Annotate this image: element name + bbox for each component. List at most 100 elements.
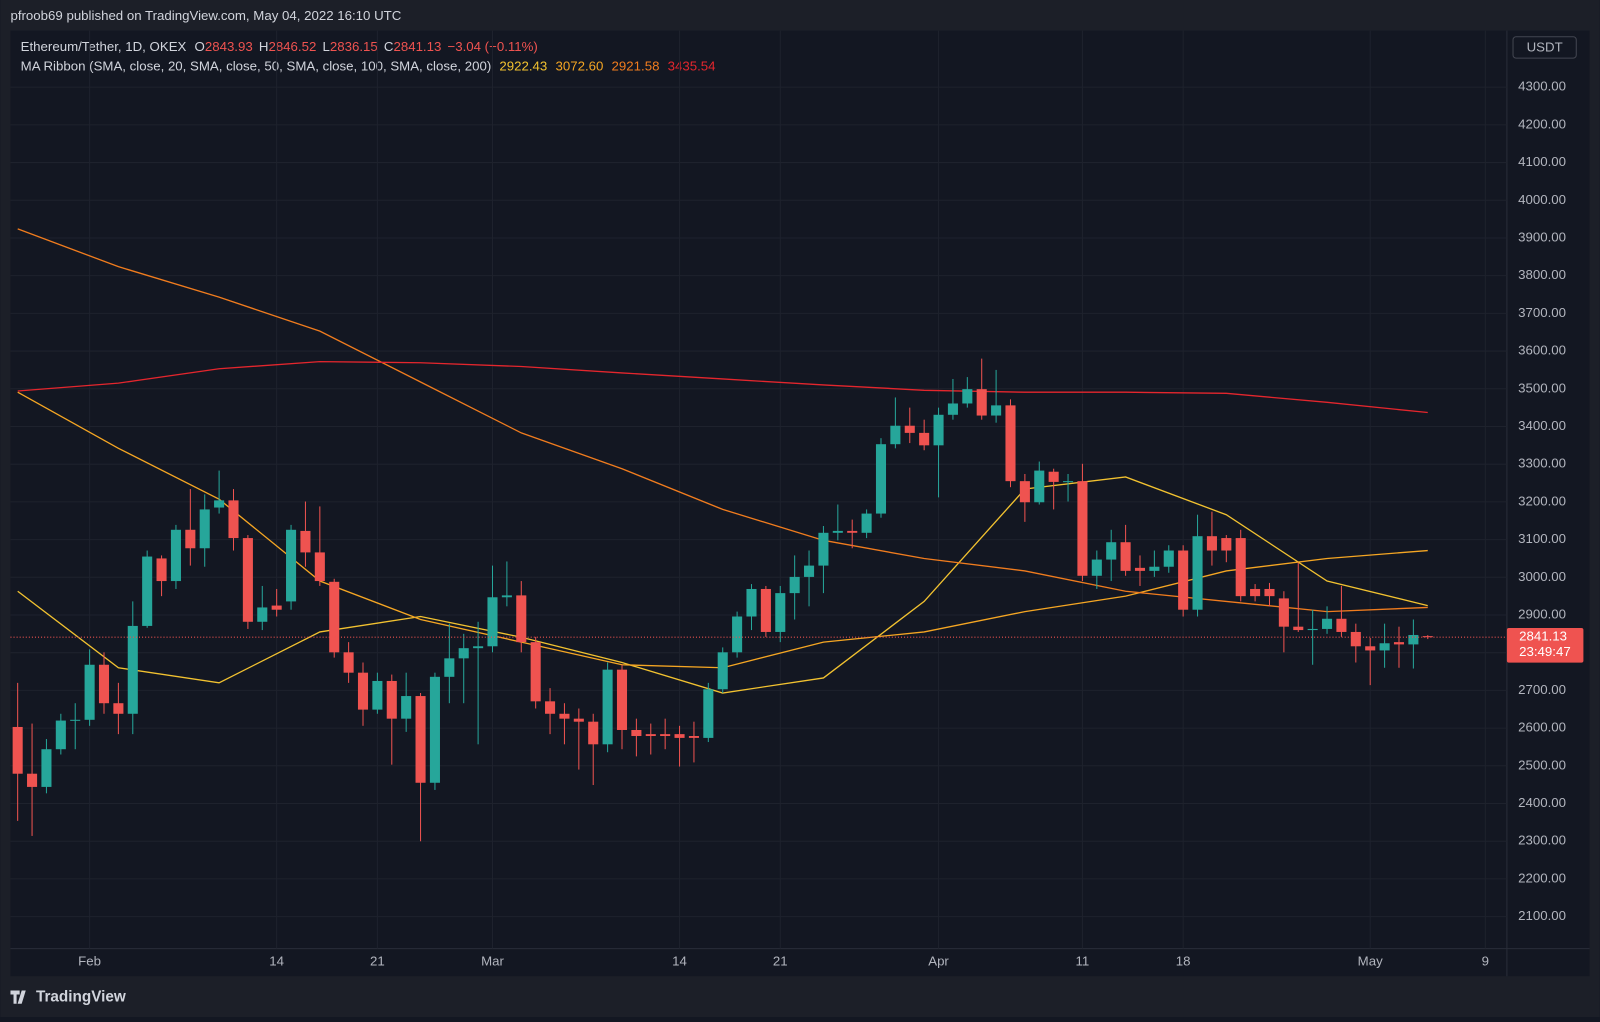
candle-body (890, 425, 901, 445)
x-tick-label: 21 (370, 953, 385, 968)
candle-body (602, 669, 613, 745)
candle-body (70, 719, 81, 721)
y-tick-label: 4000.00 (1518, 192, 1566, 207)
candle-body (113, 703, 124, 714)
y-tick-label: 2400.00 (1518, 795, 1566, 810)
candle-body (343, 652, 354, 673)
candle-body (199, 509, 210, 549)
candle-body (919, 432, 930, 446)
x-tick-label: May (1358, 953, 1383, 968)
candle-body (904, 425, 915, 433)
candle-body (645, 734, 656, 737)
candle-body (631, 729, 642, 737)
indicator: MA Ribbon (SMA, close, 20, SMA, close, 5… (21, 58, 492, 73)
candle-body (1206, 536, 1217, 551)
candle-body (41, 749, 52, 787)
candle-body (962, 389, 973, 404)
y-tick-label: 3700.00 (1518, 305, 1566, 320)
x-tick-label: Mar (481, 953, 504, 968)
y-tick-label: 2700.00 (1518, 682, 1566, 697)
candle-body (27, 773, 38, 787)
y-tick-label: 2100.00 (1518, 908, 1566, 923)
x-tick-label: 14 (269, 953, 284, 968)
candle-body (185, 529, 196, 549)
candle-body (545, 701, 556, 714)
candle-body (329, 581, 340, 653)
candle-body (1077, 481, 1088, 576)
candle-body (170, 529, 181, 582)
y-tick-label: 2500.00 (1518, 757, 1566, 772)
candle-body (357, 672, 369, 710)
candle-body (444, 658, 455, 677)
plot-bg (10, 30, 1590, 977)
y-tick-label: 3100.00 (1518, 531, 1566, 546)
symbol: Ethereum/Tether, 1D, OKEX (21, 38, 187, 53)
candle-body (1350, 631, 1361, 647)
candle-body (832, 530, 843, 533)
candle-body (1365, 646, 1376, 651)
ohlc-value: 2843.93 (205, 38, 253, 53)
candle-body (458, 648, 469, 659)
candle-body (1192, 536, 1203, 610)
candle-body (1221, 538, 1232, 551)
candle-body (84, 664, 95, 720)
logo-icon (10, 990, 26, 1004)
candle-body (156, 558, 167, 582)
candle-body (1019, 481, 1030, 503)
y-tick-label: 3300.00 (1518, 456, 1566, 471)
legend-value: 2922.43 (499, 58, 547, 73)
ohlc-value: 2841.13 (393, 38, 441, 53)
candle-body (1336, 618, 1347, 632)
candle-body (1063, 481, 1074, 483)
x-tick-label: 18 (1176, 953, 1191, 968)
x-tick-label: 21 (773, 953, 788, 968)
candle-body (1005, 405, 1016, 482)
countdown: 23:49:47 (1519, 644, 1571, 659)
candle-body (1379, 643, 1390, 651)
candle-body (314, 552, 325, 582)
candle-body (1235, 538, 1246, 597)
candle-body (300, 530, 311, 553)
candle-body (775, 593, 786, 632)
y-tick-label: 3900.00 (1518, 229, 1566, 244)
candle-body (1048, 471, 1059, 482)
candle-body (760, 588, 771, 632)
candle-body (559, 713, 570, 719)
candle-body (271, 605, 282, 610)
candle-body (1034, 470, 1045, 503)
candle-body (991, 405, 1002, 416)
y-tick-label: 2200.00 (1518, 870, 1566, 885)
legend-value: 3435.54 (668, 58, 716, 73)
candle-body (1422, 636, 1433, 638)
y-tick-label: 3800.00 (1518, 267, 1566, 282)
candle-body (1178, 550, 1189, 610)
x-tick-label: 11 (1076, 953, 1090, 968)
candle-body (429, 676, 440, 783)
y-tick-label: 3200.00 (1518, 493, 1566, 508)
candle-body (401, 696, 412, 719)
ma-line (17, 360, 1428, 414)
publisher: pfroob69 published on TradingView.com, M… (10, 8, 401, 23)
x-tick-label: 9 (1482, 953, 1489, 968)
candle-body (688, 736, 699, 738)
candle-body (717, 652, 728, 690)
candle-body (501, 595, 512, 598)
y-tick-label: 3000.00 (1518, 569, 1566, 584)
candle-body (372, 680, 383, 710)
candle-body (1264, 588, 1275, 597)
x-tick-label: 14 (672, 953, 687, 968)
candle-body (98, 664, 110, 704)
candle-body (516, 595, 527, 643)
ohlc-label: C (384, 38, 394, 53)
legend-value: 3072.60 (555, 58, 603, 73)
price-badge-value: 2841.13 (1519, 629, 1567, 644)
candle-body (703, 689, 714, 738)
candle-body (1408, 634, 1419, 645)
legend-value: 2921.58 (612, 58, 660, 73)
candle-body (976, 389, 987, 416)
candle-body (847, 530, 858, 533)
candle-body (1134, 567, 1146, 571)
candle-body (1322, 618, 1333, 629)
